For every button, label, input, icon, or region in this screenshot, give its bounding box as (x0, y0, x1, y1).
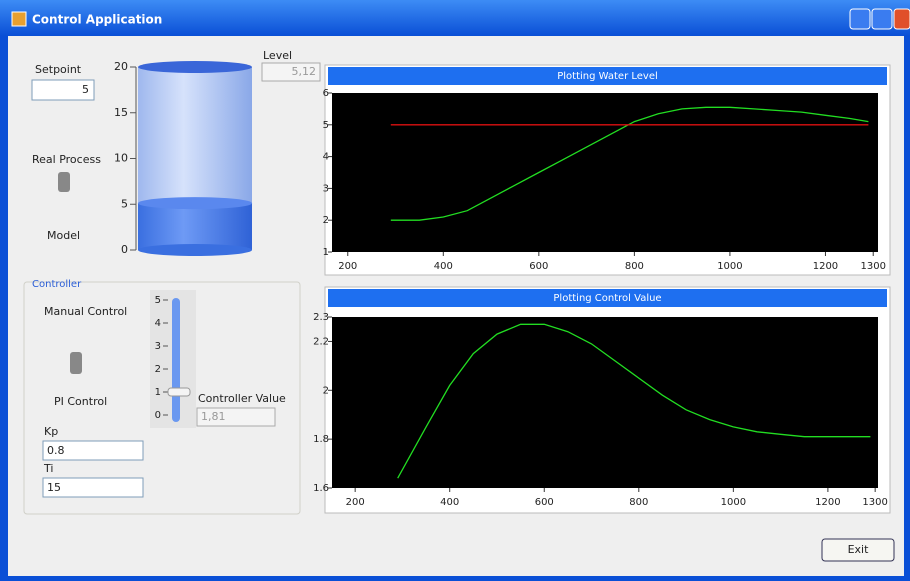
slider-tick-label: 2 (155, 364, 161, 375)
app-icon (11, 11, 27, 27)
x-tick-label: 1300 (860, 261, 885, 272)
slider-tick-label: 4 (155, 318, 161, 329)
data-line (390, 106, 869, 221)
x-tick-label: 1000 (717, 261, 742, 272)
chart-title-bar (328, 67, 887, 85)
slider-tick-label: 5 (155, 295, 161, 306)
slider-thumb[interactable] (167, 387, 191, 397)
tank-top (138, 61, 252, 73)
y-tick-label: 2 (323, 215, 329, 226)
slider-tick-label: 3 (155, 341, 161, 352)
controller-value: 1,81 (201, 410, 226, 423)
data-line (397, 323, 871, 479)
x-tick-label: 1200 (813, 261, 838, 272)
slider-track (172, 298, 180, 422)
x-tick-label: 1000 (721, 497, 746, 508)
tank-tick-label: 20 (114, 60, 128, 73)
x-tick-label: 400 (434, 261, 453, 272)
x-tick-label: 800 (629, 497, 648, 508)
x-tick-label: 800 (625, 261, 644, 272)
mode-label: Manual Control (44, 305, 127, 318)
plot-area (332, 93, 878, 252)
tank-tick-label: 15 (114, 106, 128, 119)
controller-value-box (196, 407, 276, 427)
kp-value: 0.8 (47, 444, 65, 457)
tank-tick-label: 10 (114, 152, 128, 165)
chart-title: Plotting Control Value (553, 293, 661, 304)
mode-toggle[interactable] (70, 352, 82, 374)
setpoint-label: Setpoint (35, 63, 82, 76)
process-toggle[interactable] (58, 172, 70, 192)
x-tick-label: 600 (535, 497, 554, 508)
mode-label: PI Control (54, 395, 107, 408)
level-box (261, 62, 321, 82)
exit-label[interactable]: Exit (848, 543, 870, 556)
y-tick-label: 5 (323, 120, 329, 131)
option-label: Model (47, 229, 80, 242)
chart-title-bar (328, 289, 887, 307)
ti-label: Ti (43, 462, 53, 475)
slider-tick-label: 1 (155, 387, 161, 398)
y-tick-label: 1.8 (313, 434, 329, 445)
controller-value-label: Controller Value (198, 392, 286, 405)
window-title: Control Application (32, 13, 162, 27)
y-tick-label: 3 (323, 183, 329, 194)
y-tick-label: 1.6 (313, 483, 329, 494)
y-tick-label: 4 (323, 152, 329, 163)
kp-label: Kp (44, 425, 58, 438)
level-label: Level (263, 49, 292, 62)
tank-tick-label: 0 (121, 243, 128, 256)
x-tick-label: 600 (529, 261, 548, 272)
maximize-button[interactable] (871, 8, 893, 30)
x-tick-label: 1300 (862, 497, 887, 508)
slider-tick-label: 0 (155, 410, 161, 421)
water-surface (138, 197, 252, 210)
level-value: 5,12 (292, 65, 317, 78)
option-label: Real Process (32, 153, 101, 166)
y-tick-label: 1 (323, 247, 329, 258)
plot-area (332, 317, 878, 488)
x-tick-label: 1200 (815, 497, 840, 508)
group-title: Controller (32, 279, 82, 290)
setpoint-input[interactable] (31, 79, 95, 101)
tank-water (138, 203, 252, 250)
y-tick-label: 2 (323, 385, 329, 396)
y-tick-label: 2.3 (313, 312, 329, 323)
exit-button[interactable] (821, 538, 895, 562)
minimize-button[interactable] (849, 8, 871, 30)
x-tick-label: 400 (440, 497, 459, 508)
y-tick-label: 2.2 (313, 336, 329, 347)
chart-title: Plotting Water Level (557, 71, 658, 82)
controller-group (23, 281, 301, 515)
tank-bottom (138, 244, 252, 256)
x-tick-label: 200 (338, 261, 357, 272)
x-tick-label: 200 (346, 497, 365, 508)
tank-tick-label: 5 (121, 197, 128, 210)
title-bar (0, 0, 910, 36)
close-button[interactable] (893, 8, 910, 30)
kp-input[interactable] (42, 440, 144, 461)
y-tick-label: 6 (323, 88, 329, 99)
ti-input[interactable] (42, 477, 144, 498)
setpoint-value: 5 (82, 83, 89, 96)
ti-value: 15 (47, 481, 61, 494)
